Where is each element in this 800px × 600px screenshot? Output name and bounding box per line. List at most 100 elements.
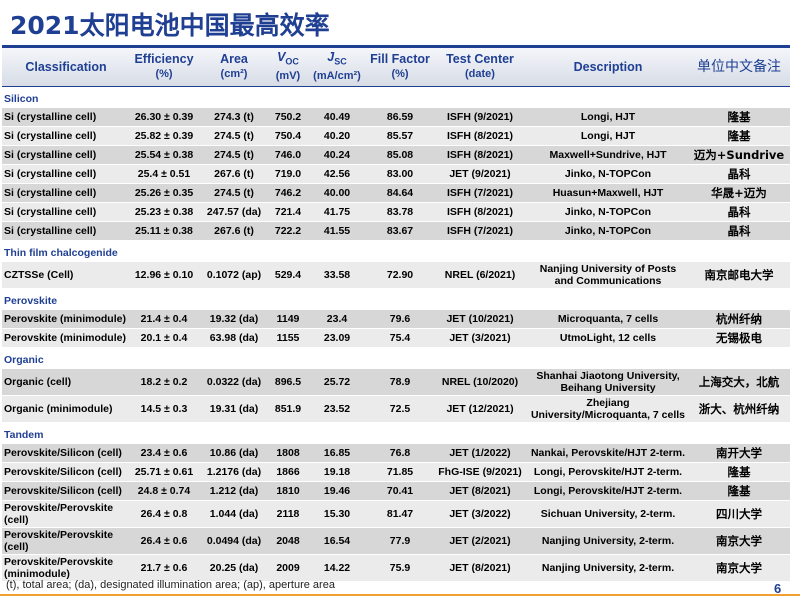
cell: 25.72 <box>306 368 368 396</box>
cell: 四川大学 <box>688 500 790 528</box>
cell: 71.85 <box>368 462 432 482</box>
cell: JET (8/2021) <box>432 554 528 582</box>
cell: ISFH (8/2021) <box>432 126 528 146</box>
header-unit: (cm²) <box>220 68 248 80</box>
cell: Perovskite (minimodule) <box>2 309 130 329</box>
cell: 529.4 <box>270 261 306 289</box>
data-row: Si (crystalline cell) 26.30 ± 0.39 274.3 (… <box>2 107 790 127</box>
cell: 2118 <box>270 500 306 528</box>
cell: 23.52 <box>306 395 368 423</box>
header-label: Area <box>200 52 268 67</box>
cell: 10.86 (da) <box>198 443 270 463</box>
header-row: Classification Efficiency (%) Area (cm²) VOC(… <box>2 48 790 87</box>
cell: Jinko, N-TOPCon <box>528 202 688 222</box>
cell: 1.2176 (da) <box>198 462 270 482</box>
cell: 12.96 ± 0.10 <box>130 261 198 289</box>
data-row: Si (crystalline cell) 25.11 ± 0.38 267.6 (… <box>2 221 790 241</box>
cell: NREL (6/2021) <box>432 261 528 289</box>
data-row: Perovskite (minimodule) 20.1 ± 0.4 63.98 (… <box>2 328 790 348</box>
cell: 25.82 ± 0.39 <box>130 126 198 146</box>
column-header: Classification <box>2 48 130 87</box>
cell: Perovskite/Silicon (cell) <box>2 462 130 482</box>
cell: 2009 <box>270 554 306 582</box>
cell: 721.4 <box>270 202 306 222</box>
title: 2021太阳电池中国最高效率 <box>10 11 330 40</box>
cell: 1.044 (da) <box>198 500 270 528</box>
header-label: 单位中文备注 <box>690 59 788 75</box>
cell: 41.75 <box>306 202 368 222</box>
cell: Jinko, N-TOPCon <box>528 221 688 241</box>
header-subscript: OC <box>285 56 299 67</box>
cell: JET (3/2021) <box>432 328 528 348</box>
cell: 274.5 (t) <box>198 183 270 203</box>
cell: Nankai, Perovskite/HJT 2-term. <box>528 443 688 463</box>
cell: 迈为+Sundrive <box>688 145 790 165</box>
cell: 25.11 ± 0.38 <box>130 221 198 241</box>
column-header: VOC (mV) <box>270 48 306 87</box>
cell: 26.4 ± 0.6 <box>130 527 198 555</box>
header-text: Area <box>220 52 248 66</box>
section-name: Thin film chalcogenide <box>2 240 790 262</box>
header-text: Description <box>573 59 643 74</box>
header-text: Fill Factor <box>370 52 430 66</box>
cell: Si (crystalline cell) <box>2 183 130 203</box>
cell: 21.4 ± 0.4 <box>130 309 198 329</box>
footnote: (t), total area; (da), designated illumi… <box>6 579 335 591</box>
data-row: Si (crystalline cell) 25.54 ± 0.38 274.5 (… <box>2 145 790 165</box>
cell: UtmoLight, 12 cells <box>528 328 688 348</box>
cell: Perovskite/Silicon (cell) <box>2 443 130 463</box>
cell: Nanjing University, 2-term. <box>528 554 688 582</box>
cell: 南京大学 <box>688 527 790 555</box>
cell: 746.2 <box>270 183 306 203</box>
cell: 19.32 (da) <box>198 309 270 329</box>
cell: JET (1/2022) <box>432 443 528 463</box>
cell: JET (9/2021) <box>432 164 528 184</box>
header-unit: (mA/cm²) <box>313 70 361 83</box>
cell: 274.5 (t) <box>198 126 270 146</box>
data-row: Organic (minimodule) 14.5 ± 0.3 19.31 (da)… <box>2 395 790 423</box>
header-label: VOC <box>272 50 304 70</box>
column-header: JSC (mA/cm²) <box>306 48 368 87</box>
column-header: Test Center (date) <box>432 48 528 87</box>
cell: Jinko, N-TOPCon <box>528 164 688 184</box>
cell: 隆基 <box>688 462 790 482</box>
header-unit: (mV) <box>275 70 301 83</box>
cell: 1149 <box>270 309 306 329</box>
cell: 86.59 <box>368 107 432 127</box>
cell: 25.54 ± 0.38 <box>130 145 198 165</box>
section-row: Tandem <box>2 422 790 444</box>
data-row: Perovskite/Perovskite (cell) 26.4 ± 0.8 1.… <box>2 500 790 528</box>
cell: Sichuan University, 2-term. <box>528 500 688 528</box>
header-unit: (date) <box>465 68 495 80</box>
header-label: Fill Factor <box>370 52 430 67</box>
cell: 24.8 ± 0.74 <box>130 481 198 501</box>
cell: 0.0322 (da) <box>198 368 270 396</box>
cell: 隆基 <box>688 126 790 146</box>
data-row: Perovskite/Silicon (cell) 24.8 ± 0.74 1.21… <box>2 481 790 501</box>
cell: CZTSSe (Cell) <box>2 261 130 289</box>
cell: Perovskite/Perovskite (cell) <box>2 527 130 555</box>
cell: 40.20 <box>306 126 368 146</box>
header-unit: (%) <box>391 68 409 80</box>
column-header: 单位中文备注 <box>688 48 790 87</box>
section-name: Organic <box>2 347 790 369</box>
header-label: Test Center <box>434 52 526 67</box>
cell: 20.25 (da) <box>198 554 270 582</box>
cell: Si (crystalline cell) <box>2 164 130 184</box>
cell: 72.90 <box>368 261 432 289</box>
data-row: Si (crystalline cell) 25.82 ± 0.39 274.5 (… <box>2 126 790 146</box>
cell: 83.67 <box>368 221 432 241</box>
cell: NREL (10/2020) <box>432 368 528 396</box>
section-name: Silicon <box>2 86 790 108</box>
cell: Organic (minimodule) <box>2 395 130 423</box>
cell: 1866 <box>270 462 306 482</box>
header-unit: (%) <box>155 68 173 80</box>
data-row: Perovskite/Perovskite (cell) 26.4 ± 0.6 0.… <box>2 527 790 555</box>
cell: 40.49 <box>306 107 368 127</box>
cell: 267.6 (t) <box>198 164 270 184</box>
column-header: Efficiency (%) <box>130 48 198 87</box>
cell: Nanjing University of Posts and Communic… <box>528 261 688 289</box>
cell: 0.0494 (da) <box>198 527 270 555</box>
cell: Si (crystalline cell) <box>2 145 130 165</box>
cell: 25.23 ± 0.38 <box>130 202 198 222</box>
